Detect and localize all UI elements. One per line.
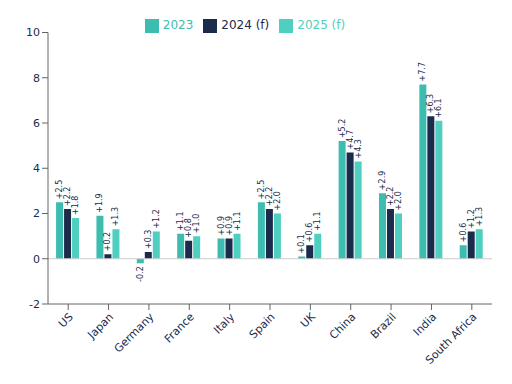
svg-text:-0.2: -0.2: [136, 266, 145, 282]
svg-text:+0.2: +0.2: [103, 232, 112, 251]
svg-text:+1.2: +1.2: [152, 209, 161, 228]
svg-text:2: 2: [33, 207, 40, 220]
svg-text:Brazil: Brazil: [368, 310, 399, 341]
svg-text:+6.3: +6.3: [426, 93, 436, 114]
svg-text:+4.7: +4.7: [345, 130, 355, 150]
svg-text:+1.1: +1.1: [233, 211, 242, 230]
svg-text:+2.2: +2.2: [63, 186, 73, 206]
svg-text:+0.9: +0.9: [224, 215, 234, 236]
svg-text:+1.3: +1.3: [111, 207, 120, 226]
html-text:2025 (f): 2025 (f): [297, 18, 346, 32]
svg-text:+2.0: +2.0: [273, 191, 282, 210]
svg-text:+0.1: +0.1: [297, 234, 307, 254]
svg-text:+1.1: +1.1: [176, 211, 186, 231]
svg-text:+1.1: +1.1: [313, 211, 322, 230]
svg-text:+7.7: +7.7: [418, 62, 427, 81]
svg-text:Spain: Spain: [247, 310, 278, 341]
svg-text:+0.9: +0.9: [216, 215, 226, 236]
svg-text:Japan: Japan: [85, 310, 117, 342]
html-text:2024 (f): 2024 (f): [221, 18, 270, 32]
svg-text:-2: -2: [29, 298, 40, 311]
svg-text:+2.2: +2.2: [264, 186, 274, 206]
svg-text:+0.6: +0.6: [458, 222, 468, 243]
svg-text:10: 10: [26, 26, 40, 39]
html-text:2023: 2023: [162, 18, 194, 32]
svg-text:+1.0: +1.0: [192, 214, 201, 233]
svg-text:India: India: [411, 310, 439, 338]
svg-text:+1.8: +1.8: [71, 196, 80, 215]
svg-text:China: China: [327, 310, 358, 341]
svg-text:8: 8: [33, 72, 40, 85]
svg-text:0: 0: [33, 253, 40, 266]
svg-text:Italy: Italy: [211, 310, 237, 336]
svg-text:+0.6: +0.6: [305, 222, 315, 243]
svg-text:+2.9: +2.9: [378, 170, 387, 191]
svg-text:+2.5: +2.5: [256, 179, 266, 200]
svg-text:+1.2: +1.2: [466, 209, 476, 229]
svg-text:+5.2: +5.2: [337, 118, 347, 139]
svg-text:+1.3: +1.3: [475, 207, 484, 226]
svg-text:4: 4: [33, 162, 40, 175]
svg-text:+2.0: +2.0: [394, 191, 403, 210]
svg-text:+6.1: +6.1: [434, 98, 443, 117]
svg-text:South Africa: South Africa: [423, 310, 479, 366]
svg-text:US: US: [56, 310, 76, 330]
svg-text:+2.2: +2.2: [386, 186, 395, 206]
svg-text:Germany: Germany: [112, 310, 157, 355]
svg-text:UK: UK: [298, 310, 319, 331]
svg-text:France: France: [162, 310, 197, 345]
svg-text:6: 6: [33, 117, 40, 130]
svg-text:+2.5: +2.5: [55, 179, 65, 200]
svg-text:+0.3: +0.3: [144, 230, 153, 249]
svg-text:+4.3: +4.3: [354, 139, 363, 158]
svg-text:+1.9: +1.9: [95, 193, 104, 212]
svg-text:+0.8: +0.8: [184, 218, 194, 238]
